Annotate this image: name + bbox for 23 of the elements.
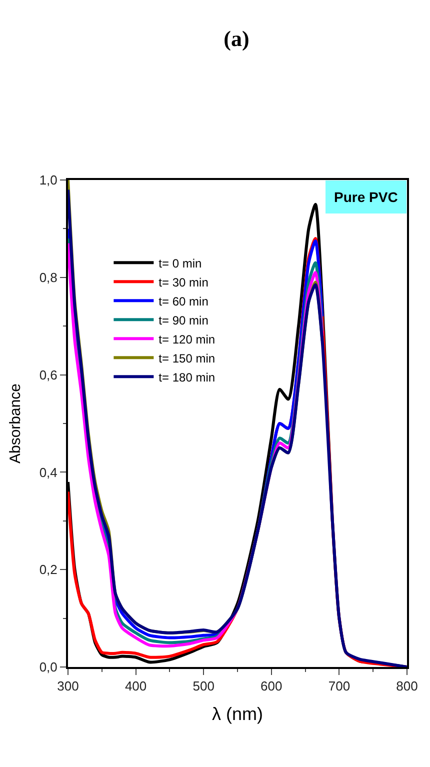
legend-label: t= 30 min (158, 275, 208, 290)
annotation: Pure PVC (334, 189, 398, 205)
y-tick-label: 0,4 (39, 464, 58, 480)
x-tick-label: 400 (124, 678, 147, 694)
y-tick-label: 0,8 (39, 270, 58, 285)
x-tick-label: 700 (328, 678, 350, 694)
y-tick-label: 1,0 (39, 172, 58, 188)
y-tick-label: 0,6 (39, 367, 58, 382)
legend-label: t= 90 min (158, 313, 208, 328)
x-tick-label: 800 (396, 678, 418, 694)
x-axis-title: λ (nm) (212, 704, 263, 724)
x-tick-label: 300 (57, 678, 79, 694)
legend-label: t= 120 min (158, 332, 216, 346)
chart-title: (a) (224, 26, 250, 52)
legend-label: t= 150 min (158, 351, 216, 366)
x-tick-label: 600 (260, 678, 282, 694)
y-tick-label: 0,0 (39, 660, 58, 675)
legend-label: t= 60 min (158, 294, 208, 308)
y-axis-title: Absorbance (7, 383, 24, 464)
legend-label: t= 0 min (158, 256, 202, 270)
y-tick-label: 0,2 (39, 562, 58, 578)
x-tick-label: 500 (192, 678, 214, 694)
legend-label: t= 180 min (158, 370, 216, 384)
